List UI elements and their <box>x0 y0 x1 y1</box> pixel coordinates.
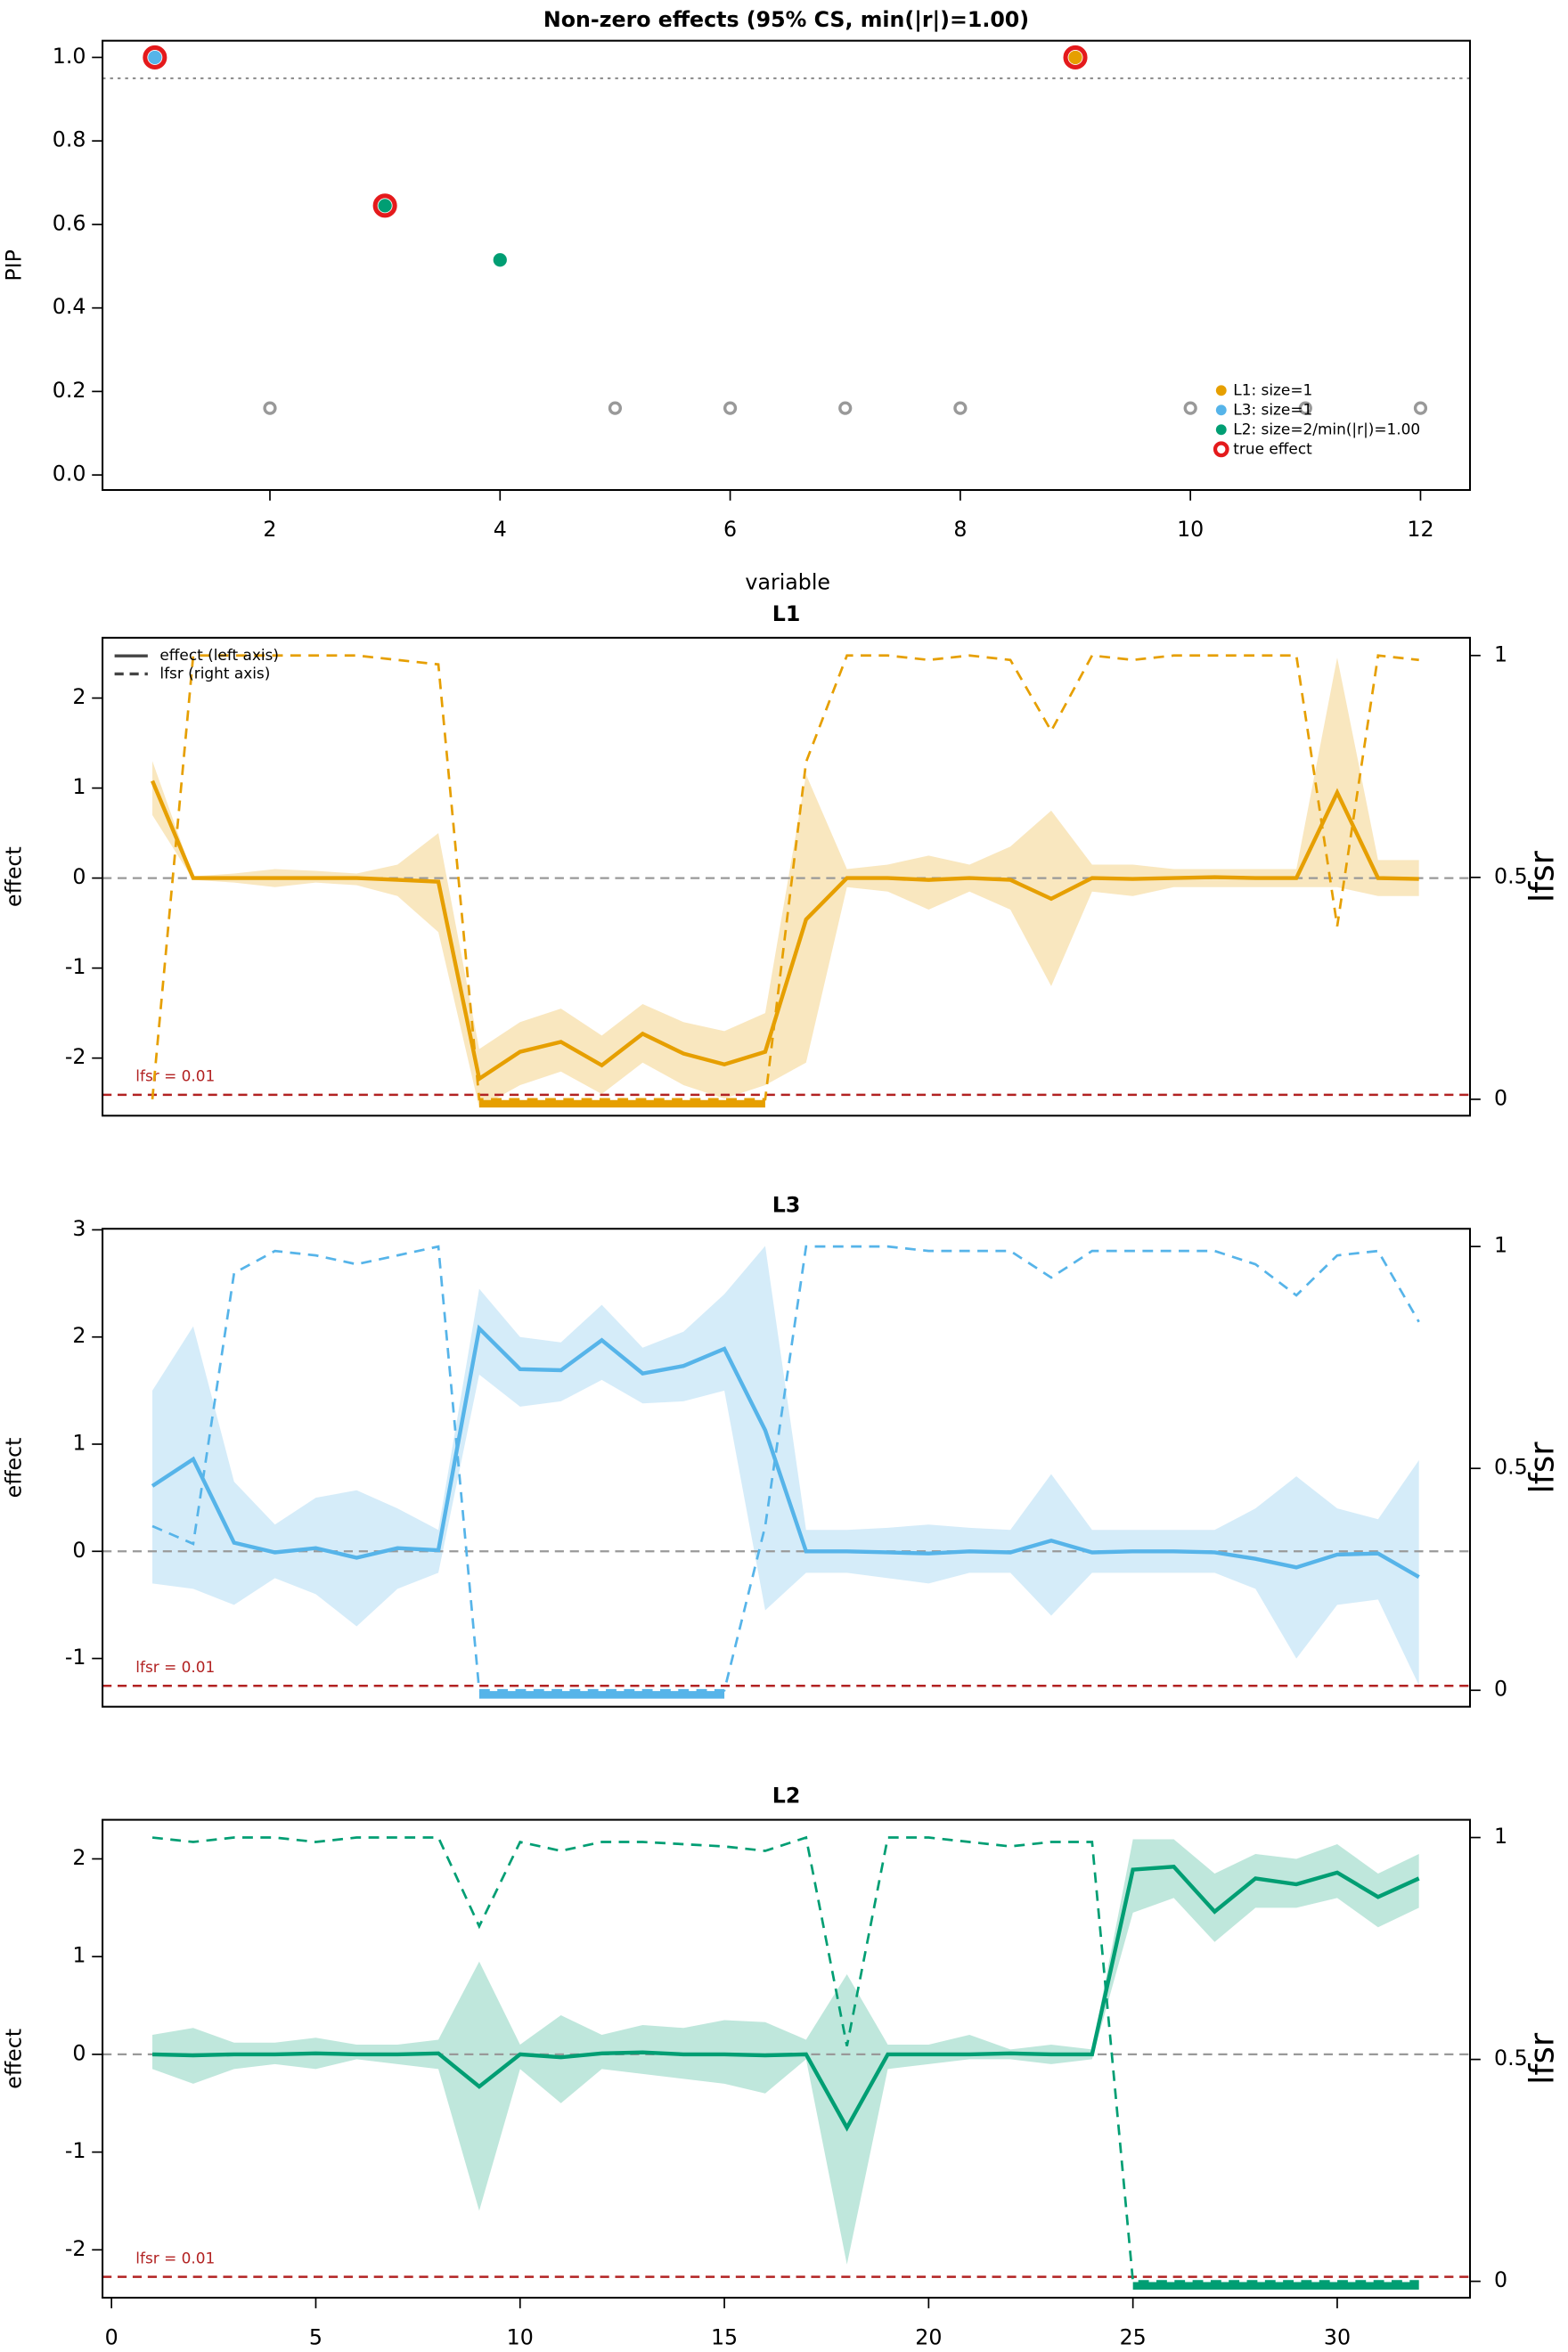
y-tick-label: 3 <box>72 1216 86 1241</box>
x-tick-label: 2 <box>263 517 276 542</box>
y2-tick-label: 0.5 <box>1494 2046 1528 2070</box>
x-tick-label: 0 <box>105 2324 118 2349</box>
point <box>723 401 738 415</box>
y-tick-label: 0.8 <box>53 127 86 152</box>
y-axis-label: effect <box>1 846 26 907</box>
point <box>953 401 968 415</box>
point <box>378 199 392 213</box>
y-tick-label: 0.0 <box>53 461 86 486</box>
y-tick-label: 1 <box>72 774 86 799</box>
effect-line <box>151 1324 1420 1580</box>
y2-tick-label: 0 <box>1494 1085 1507 1110</box>
y-tick-label: -1 <box>65 1645 86 1670</box>
legend-label: lfsr (right axis) <box>159 664 270 682</box>
x-tick-label: 10 <box>507 2324 534 2349</box>
y-tick-label: 2 <box>72 1845 86 1870</box>
y2-tick-label: 1 <box>1494 641 1507 666</box>
y2-tick-label: 0 <box>1494 2267 1507 2292</box>
point <box>1298 401 1312 415</box>
y2-axis-label: lfsr <box>1522 1441 1561 1494</box>
y-tick-label: -2 <box>65 1044 86 1069</box>
legend-marker <box>1215 404 1227 416</box>
y-tick-label: 1.0 <box>53 44 86 69</box>
x-tick-label: 30 <box>1324 2324 1351 2349</box>
panel-title: L1 <box>772 601 801 626</box>
point <box>1413 401 1428 415</box>
y-tick-label: 0.4 <box>53 294 86 319</box>
x-tick-label: 20 <box>915 2324 942 2349</box>
y-tick-label: -2 <box>65 2236 86 2261</box>
x-tick-label: 8 <box>953 517 967 542</box>
y-tick-label: 1 <box>72 1943 86 1968</box>
x-tick-label: 6 <box>723 517 737 542</box>
y-axis-label: PIP <box>1 249 26 282</box>
y-tick-label: 0 <box>72 864 86 889</box>
legend-label: L2: size=2/min(|r|)=1.00 <box>1233 420 1420 437</box>
lfsr-line <box>151 1245 1420 1692</box>
x-tick-label: 15 <box>711 2324 738 2349</box>
credible-band <box>152 1245 1419 1686</box>
panel-title: L3 <box>772 1192 801 1217</box>
y-tick-label: 2 <box>72 684 86 709</box>
lfsr-line <box>151 1835 1419 2283</box>
point <box>1068 50 1082 65</box>
x-tick-label: 4 <box>494 517 507 542</box>
threshold-label: lfsr = 0.01 <box>135 1658 215 1676</box>
y-tick-label: 2 <box>72 1323 86 1348</box>
point <box>263 401 277 415</box>
true-effect-ring <box>1063 45 1088 69</box>
chart-title: Non-zero effects (95% CS, min(|r|)=1.00) <box>543 7 1029 32</box>
y2-tick-label: 0.5 <box>1494 1455 1528 1480</box>
x-tick-label: 10 <box>1177 517 1204 542</box>
point <box>1183 401 1197 415</box>
legend-marker <box>1215 385 1227 396</box>
legend-label: true effect <box>1233 439 1312 457</box>
plot-frame <box>102 39 1472 492</box>
legend-marker <box>1215 424 1227 436</box>
legend-label: effect (left axis) <box>159 646 279 664</box>
y-axis-label: effect <box>1 2029 26 2089</box>
point <box>608 401 623 415</box>
legend-label: L1: size=1 <box>1233 380 1312 398</box>
y-axis-label: effect <box>1 1438 26 1499</box>
true-effect-ring <box>143 45 167 69</box>
point <box>838 401 853 415</box>
threshold-label: lfsr = 0.01 <box>135 1067 215 1085</box>
y2-tick-label: 1 <box>1494 1233 1507 1258</box>
legend-marker <box>1213 441 1229 458</box>
lfsr-line <box>151 654 1419 1101</box>
legend-label: L3: size=1 <box>1233 400 1312 418</box>
point <box>148 50 162 65</box>
y-tick-label: 0.6 <box>53 210 86 235</box>
credible-band <box>152 657 1419 1108</box>
effect-line <box>150 780 1419 1082</box>
y2-tick-label: 0.5 <box>1494 863 1528 888</box>
y2-axis-label: lfsr <box>1522 2032 1561 2085</box>
x-tick-label: 5 <box>309 2324 323 2349</box>
y-tick-label: 0 <box>72 2040 86 2065</box>
y-tick-label: 0 <box>72 1538 86 1563</box>
x-tick-label: 12 <box>1407 517 1433 542</box>
true-effect-ring <box>372 193 397 218</box>
point <box>493 253 507 267</box>
y-tick-label: 0.2 <box>53 378 86 403</box>
y2-tick-label: 0 <box>1494 1677 1507 1702</box>
y2-axis-label: lfsr <box>1522 850 1561 902</box>
y2-tick-label: 1 <box>1494 1824 1507 1849</box>
y-tick-label: -1 <box>65 2138 86 2163</box>
x-tick-label: 25 <box>1120 2324 1147 2349</box>
effect-line <box>151 1865 1420 2132</box>
y-tick-label: -1 <box>65 954 86 979</box>
panel-title: L2 <box>772 1784 801 1809</box>
credible-band <box>152 1839 1419 2265</box>
threshold-label: lfsr = 0.01 <box>135 2249 215 2266</box>
y-tick-label: 1 <box>72 1430 86 1455</box>
x-axis-label: variable <box>745 569 830 594</box>
